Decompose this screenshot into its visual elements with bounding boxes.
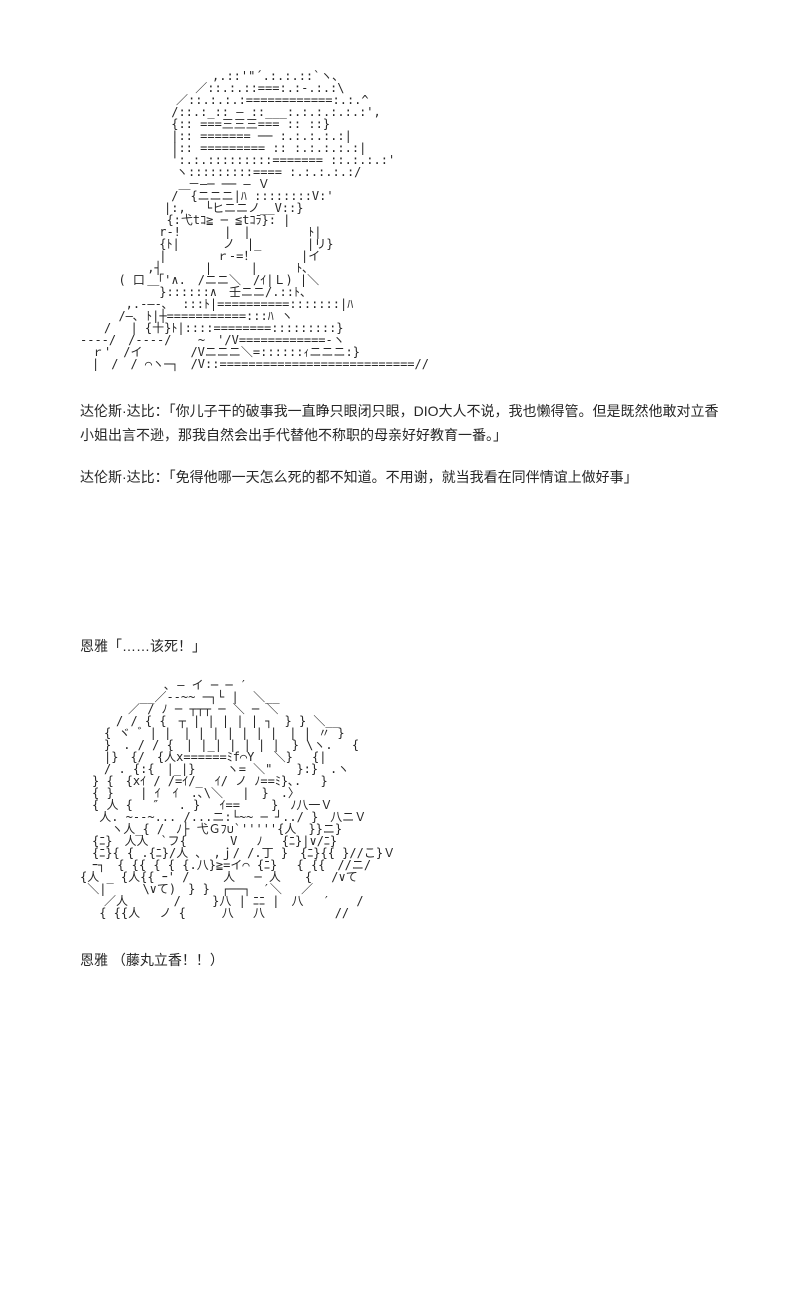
spacer [80,507,723,617]
dialogue-line-4: 恩雅 （藤丸立香！！） [80,949,723,973]
dialogue-line-2: 达伦斯·达比：「免得他哪一天怎么死的都不知道。不用谢，就当我看在同伴情谊上做好事… [80,466,723,490]
dialogue-line-3: 恩雅「……该死！」 [80,635,723,659]
dialogue-line-1: 达伦斯·达比：「你儿子干的破事我一直睁只眼闭只眼，DIO大人不说，我也懒得管。但… [80,400,723,448]
ascii-art-enya: ､ ― イ ─ ─ ′ __／--~~ ─┐└ | ＼__ ／ / ﾉ ─ ┬┬… [80,679,723,919]
ascii-art-darby: ,.::'"´.:.:.::`ヽ､ ／::.:.::===:.:-.:.:\ ／… [80,70,723,370]
